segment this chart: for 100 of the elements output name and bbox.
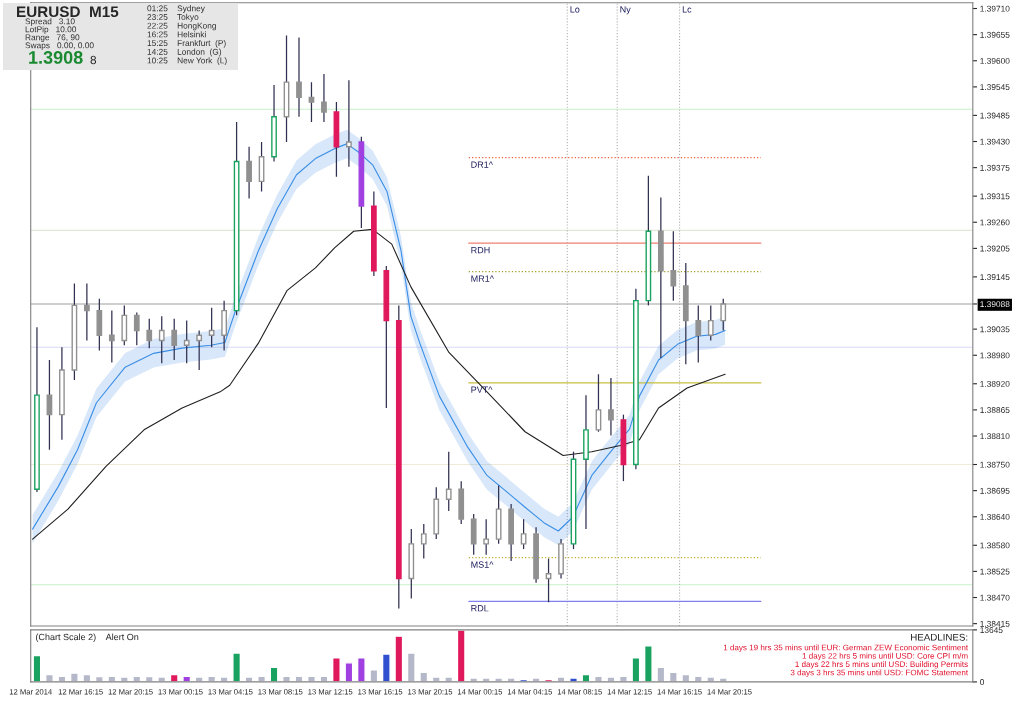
line-series: [32, 228, 726, 540]
candlestick: [346, 79, 352, 168]
candlestick: [283, 34, 290, 143]
y-tick-label: 1.38640: [980, 513, 1010, 520]
ref-line-label: RDH: [471, 246, 490, 254]
annotation: Swaps 0.00, 0.00: [25, 42, 94, 50]
bar: [257, 675, 266, 682]
ref-line-label: DR1^: [471, 161, 493, 168]
y-tick-label: 1.39145: [980, 274, 1010, 280]
candlestick: [271, 84, 277, 163]
annotation: LotPip 10.00: [25, 26, 77, 34]
bar: [57, 675, 67, 682]
y-tick-label: 1.39375: [980, 164, 1010, 171]
bar: [718, 677, 728, 682]
bar: [207, 675, 217, 682]
bar: [44, 673, 54, 682]
ref-line-label: Ny: [620, 6, 631, 15]
bar: [331, 657, 341, 682]
ref-line-label: RDL: [471, 605, 489, 612]
bar: [693, 675, 703, 682]
y-tick-label: 1.38920: [980, 380, 1010, 387]
bar: [706, 676, 716, 682]
bar: [469, 677, 479, 682]
bar: [394, 635, 404, 682]
y-tick-label: 1.39545: [980, 84, 1010, 90]
candlestick: [296, 36, 302, 118]
bar: [481, 677, 491, 682]
bar: [506, 677, 516, 682]
annotation: 1 days 22 hrs 5 mins until USD: Core CPI m/m: [802, 652, 968, 661]
bar: [406, 652, 416, 682]
candlestick: [558, 538, 564, 580]
y-tick-label: 1.39260: [980, 219, 1010, 226]
bar: [232, 652, 242, 682]
y-tick-label: 1.38750: [980, 461, 1010, 468]
bar: [369, 669, 379, 682]
y-tick-label: 1.38470: [980, 594, 1010, 601]
y-tick-label: 0: [980, 679, 985, 686]
bar: [69, 672, 79, 682]
annotation: 1.3908: [29, 51, 83, 64]
annotation: HEADLINES:: [911, 633, 968, 641]
bar: [381, 653, 391, 682]
y-tick-label: 13645: [980, 627, 1003, 633]
bar: [494, 677, 504, 682]
y-tick-label: 1.39655: [980, 31, 1010, 38]
annotation: 8: [90, 55, 97, 65]
bar: [531, 677, 541, 682]
bar: [182, 675, 192, 682]
bar: [356, 657, 366, 682]
bar: [594, 675, 603, 682]
bar: [282, 675, 291, 682]
candlestick: [108, 309, 115, 364]
annotation: 1 days 19 hrs 35 mins until EUR: German ZEW Economic Sentiment: [723, 644, 969, 652]
ref-line-label: Lo: [570, 6, 580, 13]
bar: [157, 676, 167, 682]
y-tick-label: 1.39600: [980, 57, 1010, 64]
candlestick: [83, 282, 90, 342]
candlestick: [59, 346, 65, 441]
y-tick-label: 1.39035: [980, 326, 1010, 333]
bar: [444, 676, 454, 682]
bar: [132, 675, 142, 682]
y-tick-label: 1.38695: [980, 487, 1010, 494]
bar: [219, 676, 229, 682]
annotation: Range 76, 90: [25, 34, 80, 42]
bar: [668, 671, 678, 682]
y-tick-label: 1.38810: [980, 433, 1010, 440]
bar: [169, 673, 179, 682]
y-tick-label: 1.38525: [980, 568, 1010, 575]
chart-title: (Chart Scale 2) Alert On: [35, 633, 139, 642]
bar: [631, 657, 641, 682]
annotation: 14:25 London (G): [147, 48, 222, 57]
bar: [656, 666, 666, 682]
bar: [569, 677, 578, 682]
y-tick-label: 1.38865: [980, 407, 1010, 413]
y-tick-label: 1.39710: [980, 5, 1010, 12]
bar: [344, 662, 354, 682]
bar: [307, 675, 316, 682]
candlestick: [682, 262, 689, 365]
candlestick: [533, 526, 539, 584]
bar: [456, 629, 466, 682]
y-tick-label: 1.38580: [980, 542, 1010, 549]
chart-title: EURUSD M15: [17, 6, 119, 18]
annotation: 1 days 22 hrs 5 mins until USD: Building Permits: [795, 661, 968, 669]
annotation: 10:25 New York (L): [147, 57, 227, 66]
candlestick: [583, 394, 589, 530]
bar: [681, 673, 691, 682]
y-tick-label: 1.38415: [980, 620, 1010, 627]
annotation: 3 days 3 hrs 35 mins until USD: FOMC Statement: [790, 669, 969, 677]
annotation: Spread 3.10: [25, 18, 75, 26]
candlestick: [183, 319, 190, 364]
candlestick: [246, 146, 252, 200]
y-tick-label: 1.39430: [980, 138, 1010, 145]
y-tick-label: 1.39485: [980, 112, 1010, 119]
candlestick: [370, 190, 377, 277]
bar: [431, 676, 441, 682]
y-tick-label: 1.38980: [980, 352, 1010, 359]
annotation: 23:25 Tokyo: [147, 13, 199, 22]
candlestick: [608, 377, 614, 437]
annotation: 16:25 Helsinki: [147, 31, 206, 38]
bar: [643, 644, 653, 682]
bar: [618, 675, 628, 682]
